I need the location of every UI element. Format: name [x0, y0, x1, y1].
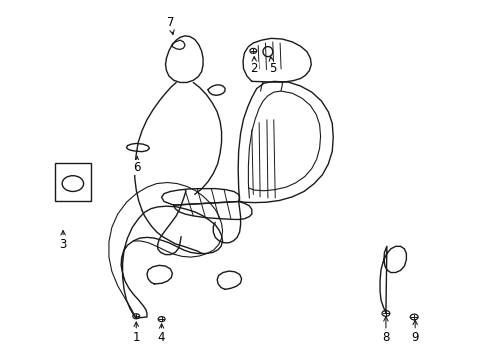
Text: 5: 5 [268, 57, 276, 75]
Polygon shape [173, 202, 251, 220]
Text: 7: 7 [166, 16, 174, 35]
Polygon shape [121, 206, 222, 318]
Polygon shape [207, 85, 224, 95]
Polygon shape [147, 265, 172, 284]
Polygon shape [243, 39, 311, 82]
Polygon shape [217, 271, 241, 289]
Text: 6: 6 [133, 157, 141, 174]
Text: 1: 1 [132, 322, 140, 344]
Text: 9: 9 [410, 320, 418, 344]
Text: 8: 8 [382, 317, 389, 344]
Polygon shape [379, 246, 406, 313]
Polygon shape [126, 143, 149, 152]
Text: 2: 2 [250, 57, 258, 75]
Polygon shape [161, 189, 239, 205]
FancyBboxPatch shape [55, 163, 91, 201]
Text: 3: 3 [60, 230, 67, 251]
Circle shape [67, 179, 79, 188]
Polygon shape [165, 36, 203, 82]
Polygon shape [172, 40, 184, 49]
Text: 4: 4 [158, 324, 165, 344]
Polygon shape [238, 81, 332, 203]
